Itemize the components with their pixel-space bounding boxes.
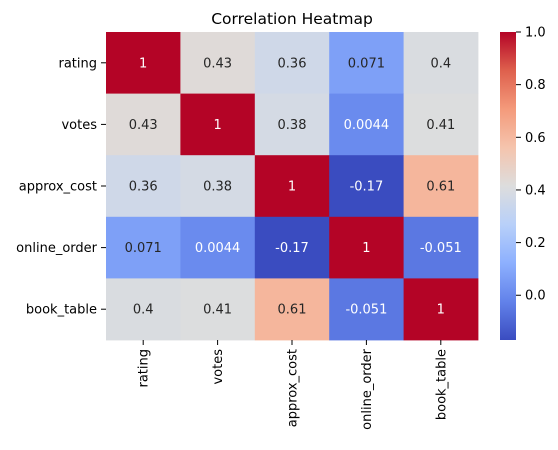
x-tick-label: approx_cost [286, 349, 301, 427]
column-labels: rating votes approx_cost online_order book_t… [137, 340, 449, 430]
heatmap-cell [254, 93, 330, 156]
cell-value-label: 0.41 [426, 118, 455, 133]
cell-value-label: 0.41 [203, 303, 232, 318]
cell-value-label: -0.051 [345, 303, 387, 318]
colorbar-tick-label: 0.2 [525, 236, 546, 251]
heatmap-cell [180, 216, 256, 279]
cell-value-label: 0.0044 [344, 118, 390, 133]
heatmap-cell [329, 278, 404, 341]
cell-value-label: -0.17 [275, 241, 309, 256]
colorbar-tick-label: 0.8 [525, 78, 546, 93]
y-tick-label: approx_cost [19, 180, 97, 195]
y-tick-label: rating [58, 56, 97, 71]
heatmap-cell [106, 216, 181, 279]
cell-value-label: 0.0044 [195, 241, 241, 256]
heatmap-cells: 1 0.43 0.36 0.071 0.40.43 1 0.38 0.0044 0.410.36… [106, 32, 479, 341]
y-tick-label: votes [61, 118, 97, 133]
cell-value-label: 0.36 [278, 56, 307, 71]
cell-value-label: 0.4 [430, 56, 451, 71]
cell-value-label: -0.17 [350, 180, 384, 195]
heatmap-cell [403, 32, 479, 94]
heatmap-cell [254, 32, 330, 94]
colorbar-gradient [500, 32, 516, 340]
cell-value-label: 1 [139, 56, 147, 71]
colorbar-tick-label: 0.6 [525, 131, 546, 146]
heatmap-cell [254, 155, 330, 218]
colorbar-tick-label: 1.0 [525, 26, 546, 41]
heatmap-cell [329, 93, 404, 156]
cell-value-label: 1 [437, 303, 445, 318]
heatmap-cell [403, 216, 479, 279]
heatmap-cell [254, 216, 330, 279]
x-tick-label: book_table [434, 349, 449, 420]
cell-value-label: 0.38 [278, 118, 307, 133]
cell-value-label: 1 [213, 118, 221, 133]
colorbar: 0.0 0.2 0.4 0.6 0.8 1.0 [500, 26, 546, 340]
heatmap-cell [106, 155, 181, 218]
heatmap-cell [403, 155, 479, 218]
heatmap-cell [180, 93, 256, 156]
cell-value-label: 0.071 [125, 241, 162, 256]
cell-value-label: 0.071 [348, 56, 385, 71]
x-tick-label: online_order [360, 348, 375, 429]
y-tick-label: online_order [16, 241, 97, 256]
heatmap-cell [180, 32, 256, 94]
cell-value-label: 0.43 [203, 56, 232, 71]
heatmap-cell [329, 32, 404, 94]
cell-value-label: 0.4 [133, 303, 154, 318]
colorbar-tick-label: 0.0 [525, 289, 546, 304]
heatmap-cell [180, 278, 256, 341]
heatmap-cell [403, 278, 479, 341]
heatmap-cell [180, 155, 256, 218]
heatmap-cell [329, 216, 404, 279]
cell-value-label: 0.43 [129, 118, 158, 133]
cell-value-label: 0.61 [426, 180, 455, 195]
cell-value-label: 0.61 [278, 303, 307, 318]
cell-value-label: 0.38 [203, 180, 232, 195]
cell-value-label: -0.051 [420, 241, 462, 256]
row-labels: rating votes approx_cost online_order book_t… [16, 56, 106, 318]
colorbar-tick-label: 0.4 [525, 183, 546, 198]
cell-value-label: 1 [362, 241, 370, 256]
cell-value-label: 0.36 [129, 180, 158, 195]
heatmap-cell [403, 93, 479, 156]
heatmap-cell [106, 278, 181, 341]
heatmap-cell [106, 32, 181, 94]
heatmap-cell [106, 93, 181, 156]
x-tick-label: rating [137, 349, 152, 388]
x-tick-label: votes [211, 349, 226, 385]
chart-title: Correlation Heatmap [211, 10, 373, 28]
heatmap-cell [254, 278, 330, 341]
y-tick-label: book_table [26, 303, 97, 318]
cell-value-label: 1 [288, 180, 296, 195]
heatmap-cell [329, 155, 404, 218]
